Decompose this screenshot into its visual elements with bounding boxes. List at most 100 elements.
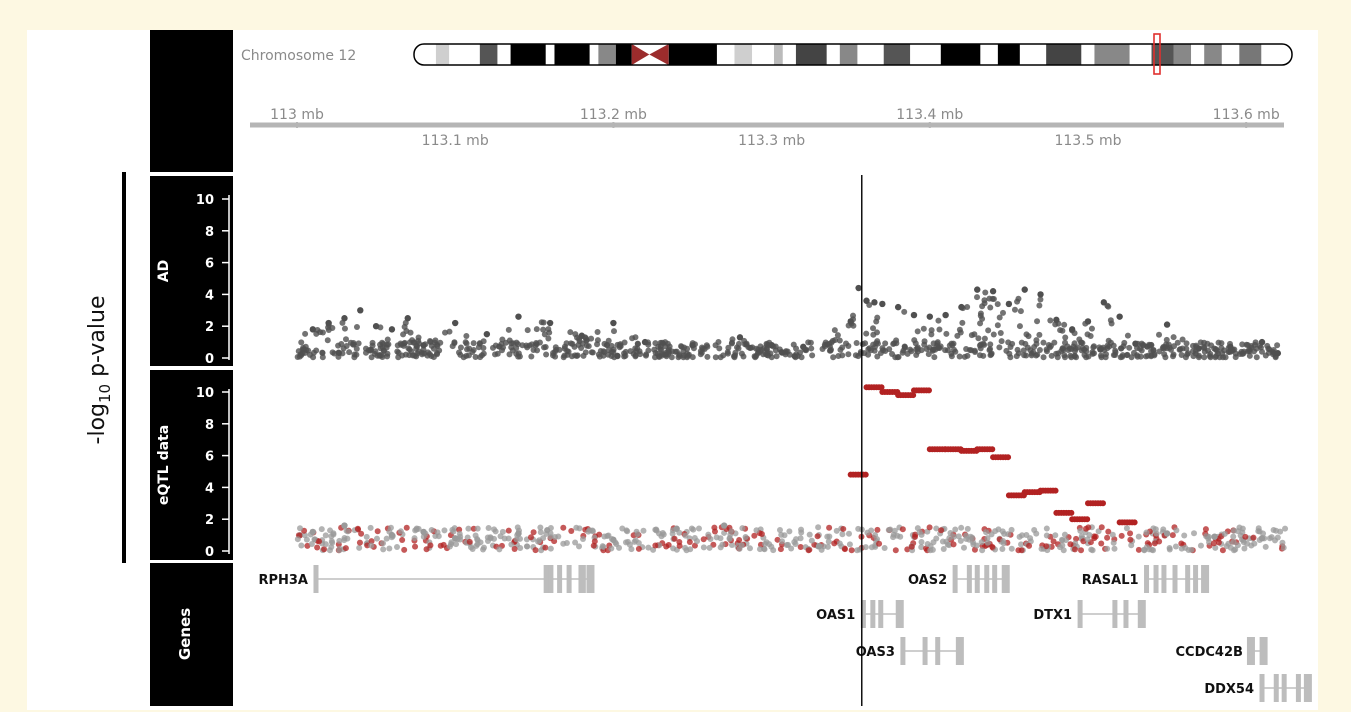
ad-point (568, 353, 575, 360)
ad-point (476, 340, 483, 347)
eqtl-point (542, 544, 549, 551)
ad-point (1018, 339, 1025, 346)
ad-point (1253, 345, 1260, 352)
ad-point (419, 351, 426, 358)
ad-point (1062, 354, 1069, 361)
centromere-p (631, 44, 650, 65)
ad-point (394, 342, 401, 349)
ad-point (470, 340, 477, 347)
ad-point (1036, 346, 1043, 353)
ad-point (764, 352, 771, 359)
ad-point (1258, 338, 1266, 346)
eqtl-point (1211, 533, 1218, 540)
ideogram-band (1046, 44, 1082, 65)
y-tick-label: 4 (205, 288, 214, 303)
ad-point (958, 303, 965, 311)
ad-point (1023, 331, 1030, 338)
eqtl-point (1141, 546, 1148, 553)
gene-exon (966, 565, 972, 593)
ad-scatter (294, 284, 1282, 361)
eqtl-point (899, 526, 906, 533)
ad-point (1088, 325, 1095, 332)
eqtl-point (1178, 540, 1185, 547)
eqtl-point (669, 530, 676, 537)
ad-point (302, 330, 309, 337)
ad-point (395, 349, 402, 356)
eqtl-point (925, 387, 932, 394)
gene-exon (870, 600, 876, 628)
ad-point (1013, 353, 1020, 360)
eqtl-point (777, 546, 784, 553)
eqtl-point (568, 527, 575, 534)
eqtl-point (1241, 545, 1248, 552)
eqtl-point (831, 540, 838, 547)
ideogram-band (1173, 44, 1192, 65)
axis-tick-label: 113.5 mb (1054, 133, 1121, 149)
ad-point (569, 340, 576, 347)
gene-exon (935, 637, 941, 665)
eqtl-point (933, 525, 940, 532)
ad-point (1150, 347, 1157, 354)
ideogram-band (910, 44, 942, 65)
ad-point (997, 329, 1004, 336)
eqtl-point (527, 534, 534, 541)
ideogram-band (857, 44, 885, 65)
ad-point (1264, 342, 1271, 349)
eqtl-point (797, 543, 804, 550)
ad-point (415, 334, 422, 341)
ad-point (1048, 352, 1055, 359)
eqtl-point (1191, 530, 1198, 537)
ad-point (936, 326, 943, 333)
ad-point (1040, 339, 1047, 346)
eqtl-point (868, 544, 875, 551)
ad-point (717, 354, 724, 361)
ad-point (480, 344, 487, 351)
ad-point (1079, 339, 1086, 346)
ad-point (1016, 323, 1023, 330)
ad-point (942, 347, 949, 354)
ad-point (469, 348, 476, 355)
eqtl-point (955, 533, 962, 540)
ad-point (1112, 349, 1119, 356)
eqtl-point (573, 524, 580, 531)
ad-point (923, 345, 930, 352)
ad-point (910, 311, 918, 319)
ad-point (1246, 352, 1253, 359)
gene-ddx54: DDX54 (1204, 674, 1312, 702)
ad-point (1124, 332, 1131, 339)
ad-point (994, 322, 1001, 329)
eqtl-point (839, 531, 846, 538)
ad-point (594, 341, 601, 348)
ad-point (442, 329, 449, 336)
ad-point (362, 345, 369, 352)
ad-point (1190, 342, 1197, 349)
eqtl-point (1077, 527, 1084, 534)
y-tick-label: 10 (196, 193, 214, 208)
eqtl-point (862, 471, 869, 478)
ideogram-band (1094, 44, 1131, 65)
eqtl-point (473, 542, 480, 549)
eqtl-point (815, 543, 823, 550)
ideogram-band (545, 44, 555, 65)
ad-point (1274, 350, 1282, 357)
ad-point (1081, 346, 1088, 353)
ad-point (347, 339, 354, 346)
ad-point (1036, 302, 1043, 309)
ad-point (1156, 348, 1163, 355)
eqtl-point (910, 392, 917, 399)
eqtl-point (1026, 542, 1033, 549)
eqtl-point (485, 525, 492, 532)
eqtl-point (729, 541, 736, 548)
ad-point (1146, 341, 1153, 348)
ad-point (1006, 350, 1013, 357)
ad-point (1071, 352, 1078, 359)
genes-track-header (150, 563, 233, 706)
eqtl-point (964, 525, 971, 532)
ad-point (697, 351, 704, 358)
ad-point (655, 343, 662, 350)
gene-exon (543, 565, 549, 593)
ad-point (1017, 308, 1024, 315)
ad-point (912, 340, 919, 347)
ad-point (928, 327, 935, 334)
eqtl-point (1050, 538, 1057, 545)
